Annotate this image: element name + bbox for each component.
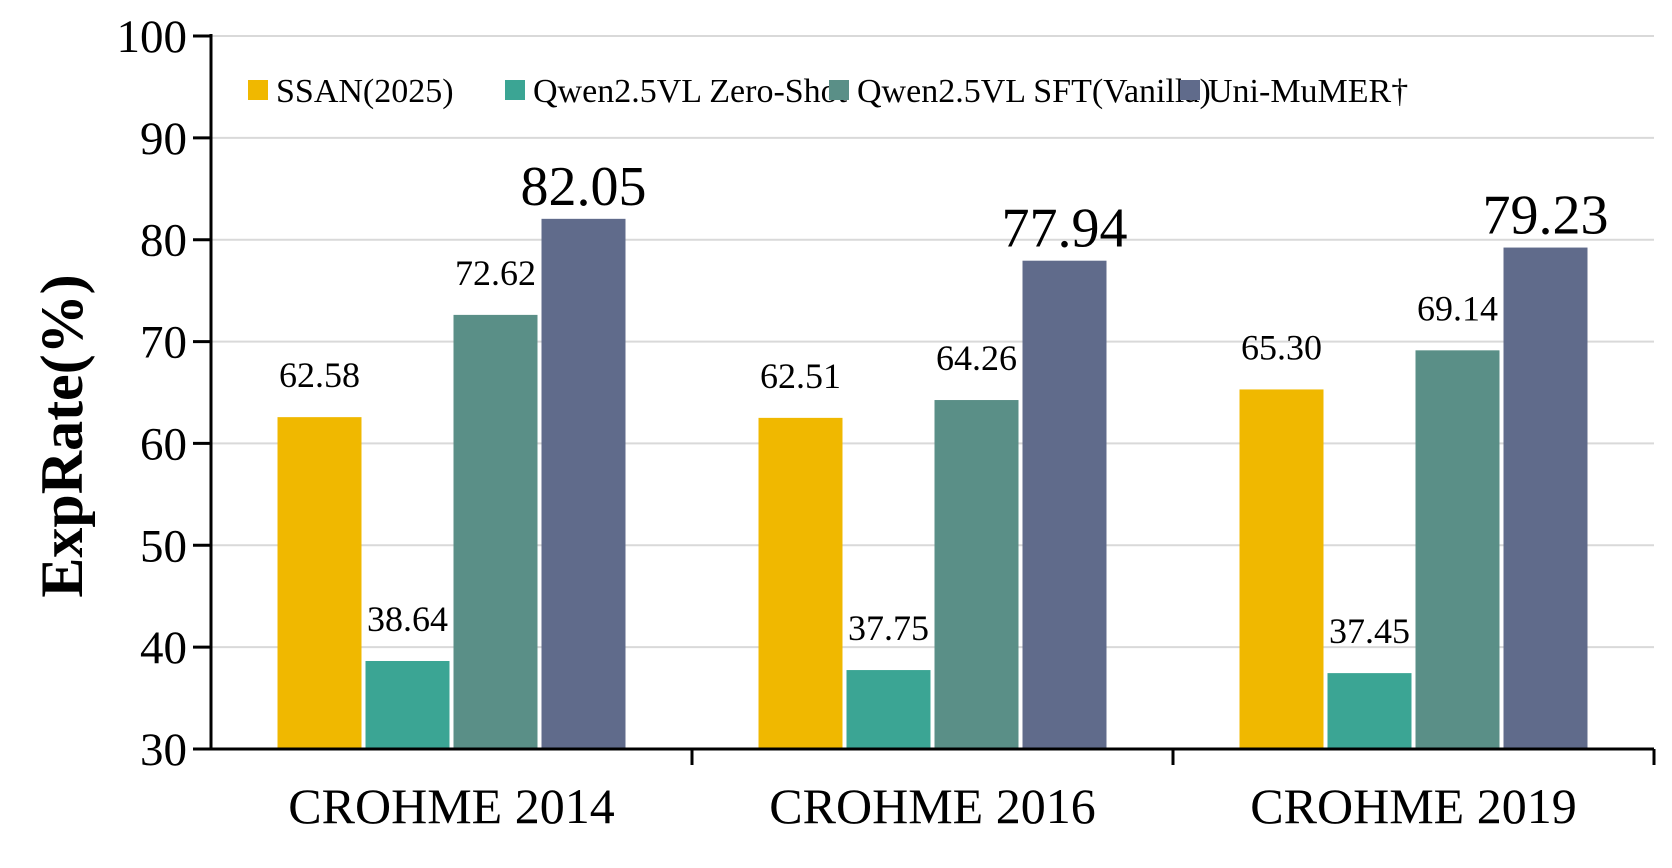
legend-label: SSAN(2025) (276, 73, 454, 110)
data-label: 72.62 (455, 253, 536, 293)
legend-swatch (505, 80, 525, 100)
legend-swatch (829, 80, 849, 100)
x-tick-label: CROHME 2014 (288, 778, 614, 834)
x-tick-label: CROHME 2019 (1250, 778, 1576, 834)
bar (1239, 389, 1324, 749)
legend: SSAN(2025) Qwen2.5VL Zero-Shot Qwen2.5VL S… (248, 73, 1408, 110)
y-tick-label: 60 (140, 418, 187, 470)
x-tick-label: CROHME 2016 (769, 778, 1095, 834)
legend-swatch (1180, 80, 1200, 100)
bars (277, 218, 1588, 750)
data-label: 82.05 (521, 156, 647, 218)
data-label: 38.64 (367, 599, 448, 639)
data-label: 62.58 (279, 355, 360, 395)
axes: 30 40 50 60 70 80 90 100 CROHME 2014 CROHME 2016 C… (117, 11, 1656, 834)
data-label: 69.14 (1417, 288, 1498, 328)
data-label: 37.75 (848, 608, 929, 648)
y-tick-label: 40 (140, 622, 187, 674)
bar (758, 417, 843, 749)
y-axis-title: ExpRate(%) (29, 274, 95, 597)
data-label: 62.51 (760, 356, 841, 396)
bar (365, 660, 450, 749)
bar (541, 218, 626, 750)
data-label: 79.23 (1483, 185, 1609, 247)
bar (846, 670, 931, 749)
data-label: 65.30 (1241, 327, 1322, 367)
y-tick-label: 70 (140, 317, 187, 369)
bar (1022, 260, 1107, 749)
bar (453, 314, 538, 749)
y-tick-label: 80 (140, 215, 187, 267)
bar (1415, 350, 1500, 749)
data-label: 37.45 (1329, 611, 1410, 651)
legend-label: Qwen2.5VL Zero-Shot (533, 73, 848, 110)
legend-label: Uni-MuMER† (1208, 73, 1408, 110)
data-labels: 62.58 38.64 72.62 82.05 62.51 37.75 64.26 77.94… (279, 156, 1609, 651)
data-label: 64.26 (936, 338, 1017, 378)
y-tick-label: 30 (140, 724, 187, 776)
y-tick-label: 100 (117, 11, 188, 63)
y-tick-label: 90 (140, 113, 187, 165)
bar (934, 400, 1019, 749)
y-tick-label: 50 (140, 520, 187, 572)
legend-swatch (248, 80, 268, 100)
bar (1503, 247, 1588, 749)
bar (277, 417, 362, 749)
data-label: 77.94 (1002, 198, 1128, 260)
bar (1327, 673, 1412, 749)
legend-label: Qwen2.5VL SFT(Vanilla) (857, 73, 1211, 110)
gridlines (211, 35, 1654, 649)
